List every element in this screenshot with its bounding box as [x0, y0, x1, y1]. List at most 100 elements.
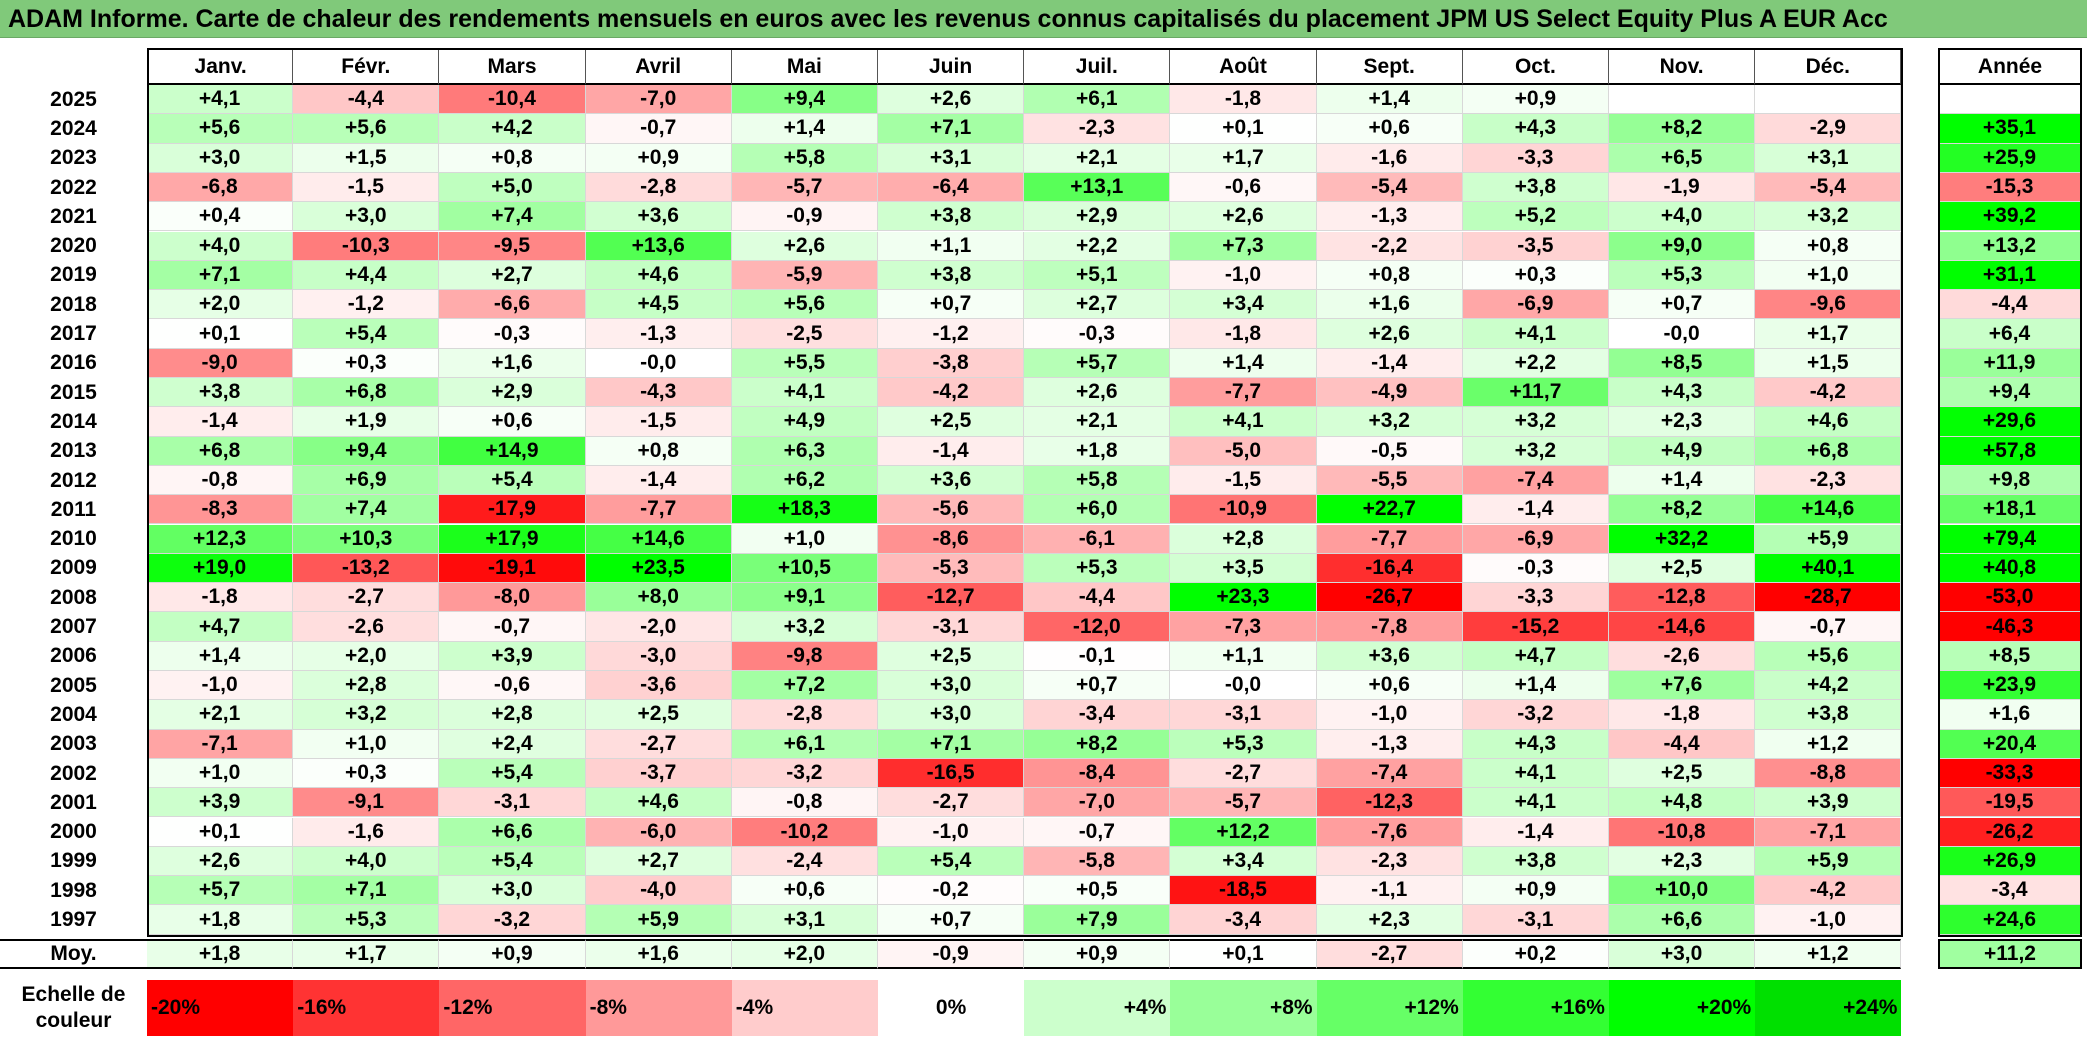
heatmap-cell: +5,4 [439, 758, 586, 789]
annual-cell: +9,4 [1938, 378, 2082, 408]
heatmap-cell: +1,8 [147, 905, 294, 935]
heatmap-cell: +0,1 [147, 319, 294, 349]
heatmap-cell: +3,8 [147, 378, 294, 408]
heatmap-cell: -2,6 [293, 612, 440, 642]
heatmap-cell: +3,0 [878, 671, 1025, 701]
heatmap-cell: +2,1 [1024, 143, 1171, 173]
heatmap-cell: +4,1 [1462, 758, 1609, 789]
heatmap-cell: +5,6 [1755, 641, 1902, 671]
annual-cell: +29,6 [1938, 407, 2082, 437]
heatmap-cell: -12,0 [1024, 612, 1171, 642]
annual-cell: -15,3 [1938, 172, 2082, 203]
heatmap-cell: +0,7 [878, 290, 1025, 320]
annual-cell: +24,6 [1938, 905, 2082, 935]
heatmap-cell: -1,5 [293, 172, 440, 203]
heatmap-cell: +3,9 [439, 641, 586, 671]
heatmap-cell: +5,4 [878, 846, 1025, 877]
heatmap-cell: +5,7 [1024, 348, 1171, 378]
heatmap-cell: +7,1 [878, 729, 1025, 759]
average-cell: -2,7 [1316, 938, 1463, 969]
heatmap-cell: -26,7 [1316, 583, 1463, 613]
page-title: ADAM Informe. Carte de chaleur des rende… [8, 5, 1888, 33]
heatmap-cell: -7,4 [1462, 465, 1609, 496]
heatmap-cell: -0,7 [439, 612, 586, 642]
heatmap-cell: -12,3 [1316, 788, 1463, 818]
heatmap-cell: +3,2 [1316, 407, 1463, 437]
heatmap-cell: -0,3 [439, 319, 586, 349]
heatmap-cell: +4,3 [1609, 378, 1756, 408]
heatmap-cell: -2,2 [1316, 231, 1463, 261]
heatmap-cell: +2,6 [731, 231, 878, 261]
heatmap-cell: -8,8 [1755, 758, 1902, 789]
heatmap-cell: +2,6 [147, 846, 294, 877]
heatmap-cell: +10,3 [293, 524, 440, 554]
heatmap-cell: +10,0 [1609, 876, 1756, 906]
heatmap-cell: +2,5 [878, 641, 1025, 671]
month-header: Nov. [1609, 48, 1756, 85]
heatmap-cell: +5,8 [1024, 465, 1171, 496]
heatmap-cell: +0,7 [1024, 671, 1171, 701]
heatmap-cell: +18,3 [731, 495, 878, 525]
month-header: Juin [878, 48, 1025, 85]
year-label: 1999 [0, 846, 147, 877]
average-annual-cell: +11,2 [1938, 938, 2082, 969]
heatmap-cell: -16,4 [1316, 553, 1463, 584]
heatmap-cell: +1,1 [878, 231, 1025, 261]
heatmap-cell: -2,7 [585, 729, 732, 759]
heatmap-cell: +2,9 [1024, 202, 1171, 232]
year-label: 2006 [0, 641, 147, 671]
heatmap-cell: -3,8 [878, 348, 1025, 378]
heatmap-cell: -9,1 [293, 788, 440, 818]
heatmap-cell: -5,8 [1024, 846, 1171, 877]
heatmap-cell: -0,5 [1316, 436, 1463, 466]
heatmap-cell: -2,7 [878, 788, 1025, 818]
heatmap-cell: +5,6 [731, 290, 878, 320]
heatmap-cell: -2,9 [1755, 114, 1902, 144]
heatmap-cell: -15,2 [1462, 612, 1609, 642]
heatmap-cell: +1,7 [1755, 319, 1902, 349]
year-label: 2023 [0, 143, 147, 173]
annual-cell: +31,1 [1938, 260, 2082, 291]
heatmap-cell: +3,1 [878, 143, 1025, 173]
average-cell: +0,1 [1170, 938, 1317, 969]
heatmap-cell: +6,2 [731, 465, 878, 496]
heatmap-cell: -7,4 [1316, 758, 1463, 789]
color-scale-swatch: +20% [1609, 980, 1756, 1036]
heatmap-cell: +2,0 [293, 641, 440, 671]
heatmap-cell: -3,1 [439, 788, 586, 818]
average-cell: +3,0 [1609, 938, 1756, 969]
heatmap-cell: -3,1 [1170, 700, 1317, 730]
month-header: Janv. [147, 48, 294, 85]
heatmap-cell: +22,7 [1316, 495, 1463, 525]
heatmap-cell: -0,7 [585, 114, 732, 144]
heatmap-cell: -0,0 [1609, 319, 1756, 349]
heatmap-cell: +3,5 [1170, 553, 1317, 584]
heatmap-cell: +1,4 [1462, 671, 1609, 701]
heatmap-cell: -4,2 [1755, 876, 1902, 906]
annual-cell: +20,4 [1938, 729, 2082, 759]
heatmap-cell: -6,1 [1024, 524, 1171, 554]
heatmap-cell: +2,3 [1609, 846, 1756, 877]
heatmap-cell: -10,2 [731, 817, 878, 847]
heatmap-cell: +4,6 [585, 788, 732, 818]
heatmap-cell: +4,0 [1609, 202, 1756, 232]
heatmap-cell: -2,3 [1024, 114, 1171, 144]
color-scale-swatch: +8% [1170, 980, 1317, 1036]
heatmap-cell: +2,6 [1170, 202, 1317, 232]
heatmap-cell: +8,5 [1609, 348, 1756, 378]
heatmap-cell: -9,8 [731, 641, 878, 671]
year-label: 2024 [0, 114, 147, 144]
heatmap-cell: -7,1 [1755, 817, 1902, 847]
heatmap-cell: +2,1 [1024, 407, 1171, 437]
heatmap-cell: -4,4 [1024, 583, 1171, 613]
heatmap-cell: +0,3 [293, 348, 440, 378]
heatmap-cell: -4,9 [1316, 378, 1463, 408]
heatmap-cell: +1,4 [1170, 348, 1317, 378]
heatmap-cell: +3,2 [1462, 436, 1609, 466]
heatmap-cell: +3,8 [878, 260, 1025, 291]
heatmap-cell: +3,4 [1170, 290, 1317, 320]
average-cell: +1,8 [147, 938, 294, 969]
heatmap-cell: +2,2 [1462, 348, 1609, 378]
heatmap-cell: +5,9 [1755, 524, 1902, 554]
heatmap-cell: +3,2 [1755, 202, 1902, 232]
